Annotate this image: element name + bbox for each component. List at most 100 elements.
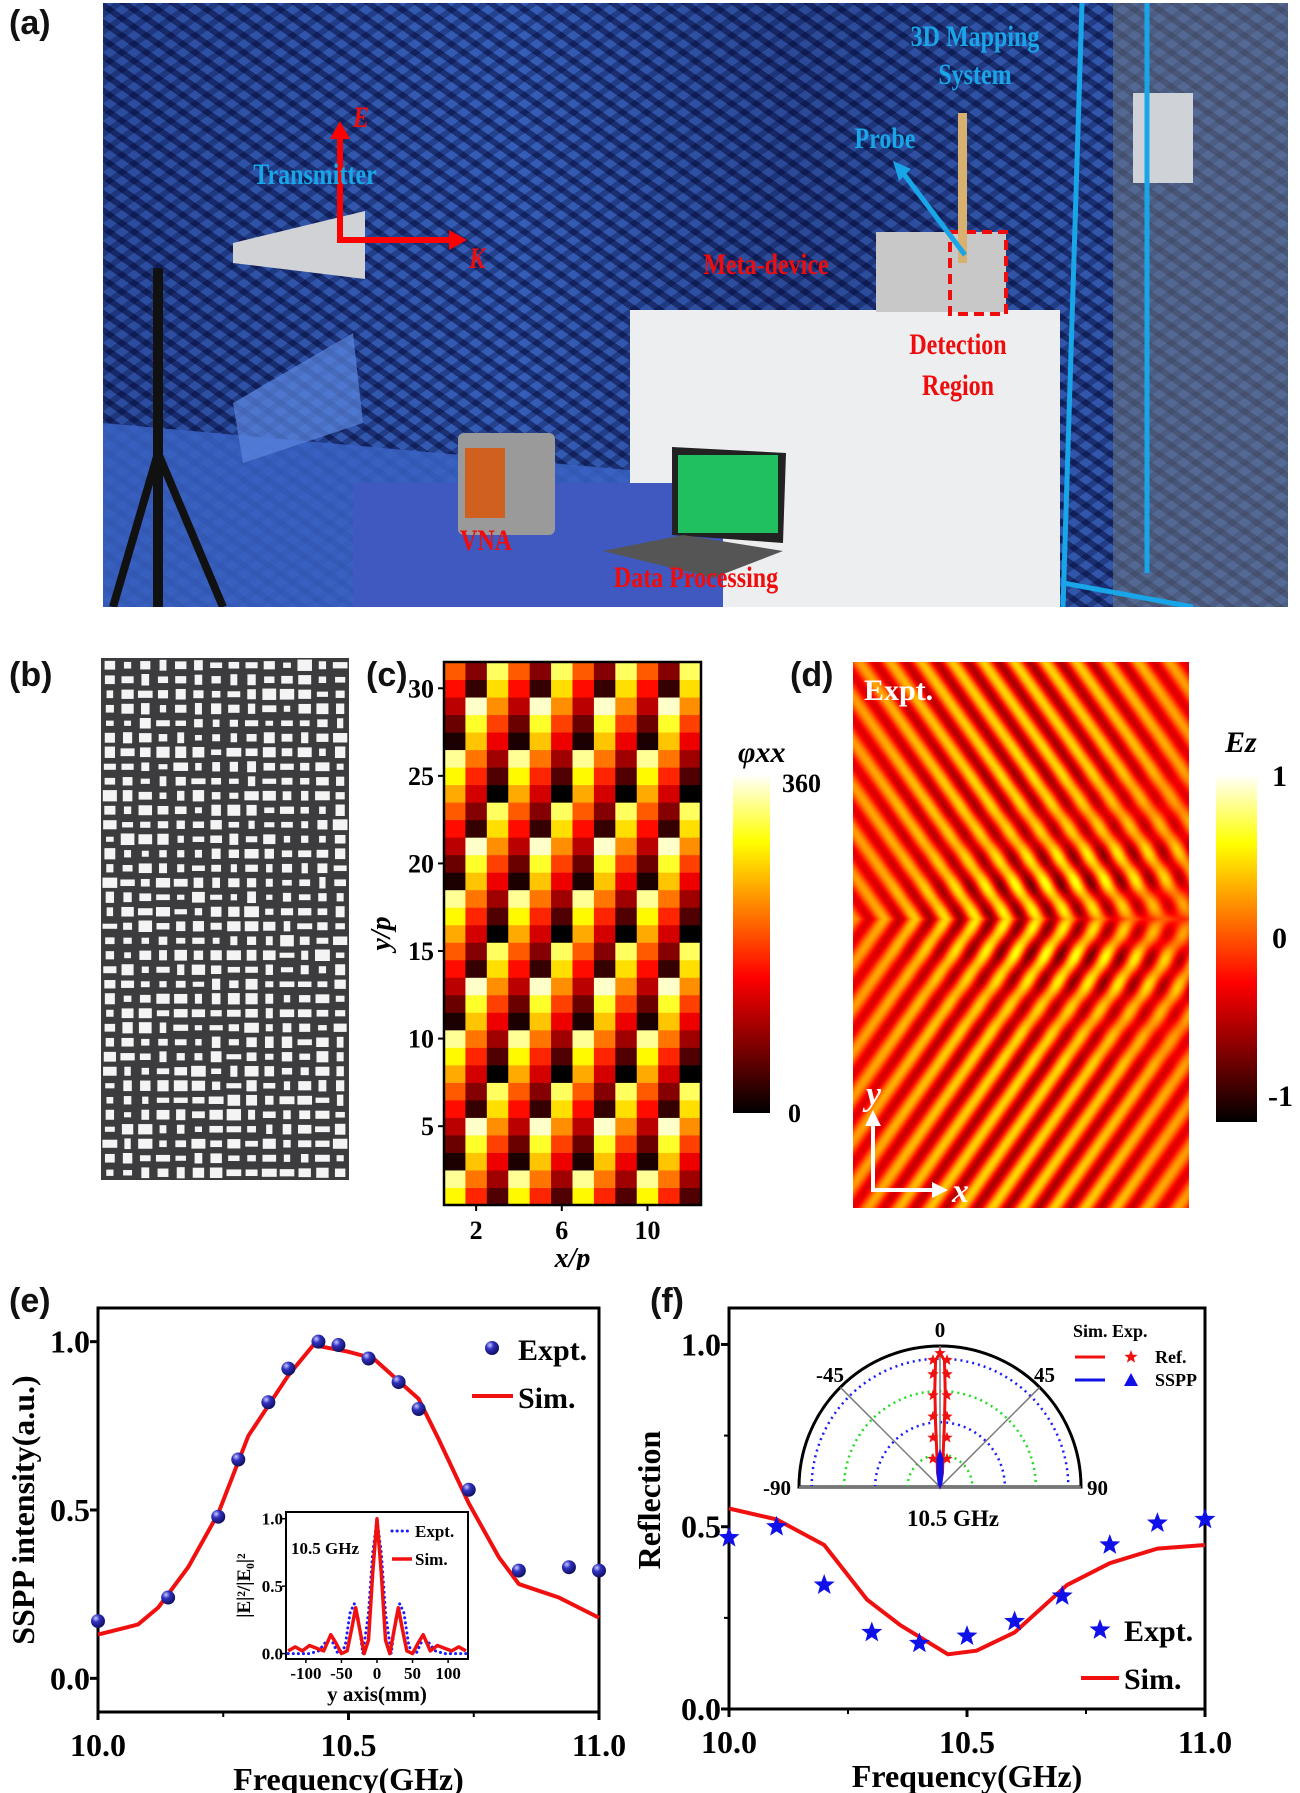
sample-slot <box>263 921 276 931</box>
sample-slot <box>194 1126 202 1132</box>
sample-slot <box>299 1023 311 1032</box>
heatmap-cell <box>508 662 531 681</box>
sample-slot <box>319 835 326 843</box>
sample-slot <box>279 952 295 958</box>
heatmap-cell <box>572 1117 595 1136</box>
x-arrowhead <box>932 1182 948 1198</box>
expt-point <box>361 1351 376 1366</box>
sample-slot <box>244 1022 259 1033</box>
heatmap-cell <box>551 714 573 733</box>
panel-label-e: (e) <box>9 1282 51 1320</box>
heatmap-cell <box>593 1117 616 1136</box>
sample-slot <box>244 921 259 932</box>
sample-slot <box>120 833 135 846</box>
sample-slot <box>104 746 115 758</box>
heatmap-cell <box>486 889 509 908</box>
heatmap-cell <box>572 732 595 751</box>
sample-slot <box>282 1023 292 1033</box>
sample-slot <box>211 792 221 800</box>
heatmap-cell <box>572 802 595 821</box>
sample-slot <box>106 720 114 726</box>
sample-slot <box>155 877 171 888</box>
heatmap-cell <box>486 767 509 786</box>
heatmap-cell <box>636 889 659 908</box>
sample-slot <box>159 792 167 799</box>
heatmap-cell <box>615 819 638 838</box>
heatmap-cell <box>551 1169 573 1188</box>
x-axis-label: Frequency(GHz) <box>233 1761 463 1793</box>
sample-slot <box>210 922 222 930</box>
sample-slot <box>139 950 152 960</box>
sample-slot <box>336 703 345 714</box>
sample-slot <box>159 1022 167 1034</box>
heatmap-cell <box>551 732 573 751</box>
heatmap-cell <box>465 1187 488 1206</box>
sample-slot <box>177 790 185 801</box>
heatmap-cell <box>615 714 638 733</box>
heatmap-cell <box>658 1134 681 1153</box>
sample-slot <box>106 1169 114 1176</box>
sample-slot <box>156 746 170 758</box>
heatmap-cell <box>593 1064 616 1083</box>
sample-slot <box>138 1022 152 1034</box>
mapping-frame-line-left <box>1060 3 1085 607</box>
sample-slot <box>298 703 311 714</box>
x-axis-label: x/p <box>554 1243 591 1270</box>
heatmap-cell <box>529 942 552 961</box>
sample-slot <box>245 993 258 1005</box>
sample-slot <box>297 923 313 930</box>
sample-slot <box>140 981 150 988</box>
sample-slot <box>122 1153 133 1164</box>
sample-slot <box>336 893 344 902</box>
sim-line <box>728 1506 1206 1657</box>
heatmap-cell <box>615 1187 638 1206</box>
label-k-vector: K <box>468 242 486 275</box>
sample-slot <box>122 822 134 828</box>
heatmap-cell <box>465 1152 488 1171</box>
sample-slot <box>211 864 222 872</box>
sample-slot <box>280 908 294 916</box>
sample-slot <box>246 1080 257 1092</box>
heatmap-cell <box>658 767 681 786</box>
heatmap-cell <box>572 1169 595 1188</box>
polar-annotation: 10.5 GHz <box>907 1506 999 1531</box>
polar-legend-triangle <box>1124 1373 1138 1386</box>
heatmap-cell <box>679 942 702 961</box>
inset-y-tick-label: 1.0 <box>262 1510 283 1529</box>
heatmap-cell <box>636 802 659 821</box>
sample-slot <box>211 993 221 1005</box>
sample-slot <box>281 733 293 742</box>
sample-slot <box>157 690 169 699</box>
sample-slot <box>298 675 312 685</box>
heatmap-cell <box>444 1099 466 1118</box>
legend-expt-label: Expt. <box>518 1334 587 1367</box>
sample-slot <box>192 921 205 932</box>
sample-slot <box>123 995 132 1002</box>
heatmap-cell <box>486 1187 509 1206</box>
sample-slot <box>315 1126 330 1133</box>
sample-slot <box>315 949 330 961</box>
sample-slot <box>194 1053 203 1061</box>
heatmap-cell <box>572 714 595 733</box>
sample-slot <box>336 1155 344 1162</box>
sample-slot <box>230 894 238 901</box>
heatmap-cell <box>615 1047 638 1066</box>
sample-slot <box>138 920 153 932</box>
sample-slot <box>159 659 167 671</box>
heatmap-cell <box>636 679 659 698</box>
sample-slot <box>155 1154 171 1162</box>
sample-slot <box>158 1038 168 1046</box>
heatmap-cell <box>636 994 659 1013</box>
sample-slot <box>335 792 345 800</box>
expt-star <box>1004 1610 1026 1631</box>
polar-sspp-lobe <box>936 1448 944 1490</box>
sample-slot <box>318 661 327 670</box>
sample-slot <box>228 821 240 828</box>
heatmap-cell <box>572 679 595 698</box>
heatmap-cell <box>572 907 595 926</box>
heatmap-cell <box>615 977 638 996</box>
sample-slot <box>265 878 273 887</box>
sample-slot <box>156 966 170 973</box>
sample-slot <box>141 703 150 715</box>
sample-slot <box>176 820 185 829</box>
